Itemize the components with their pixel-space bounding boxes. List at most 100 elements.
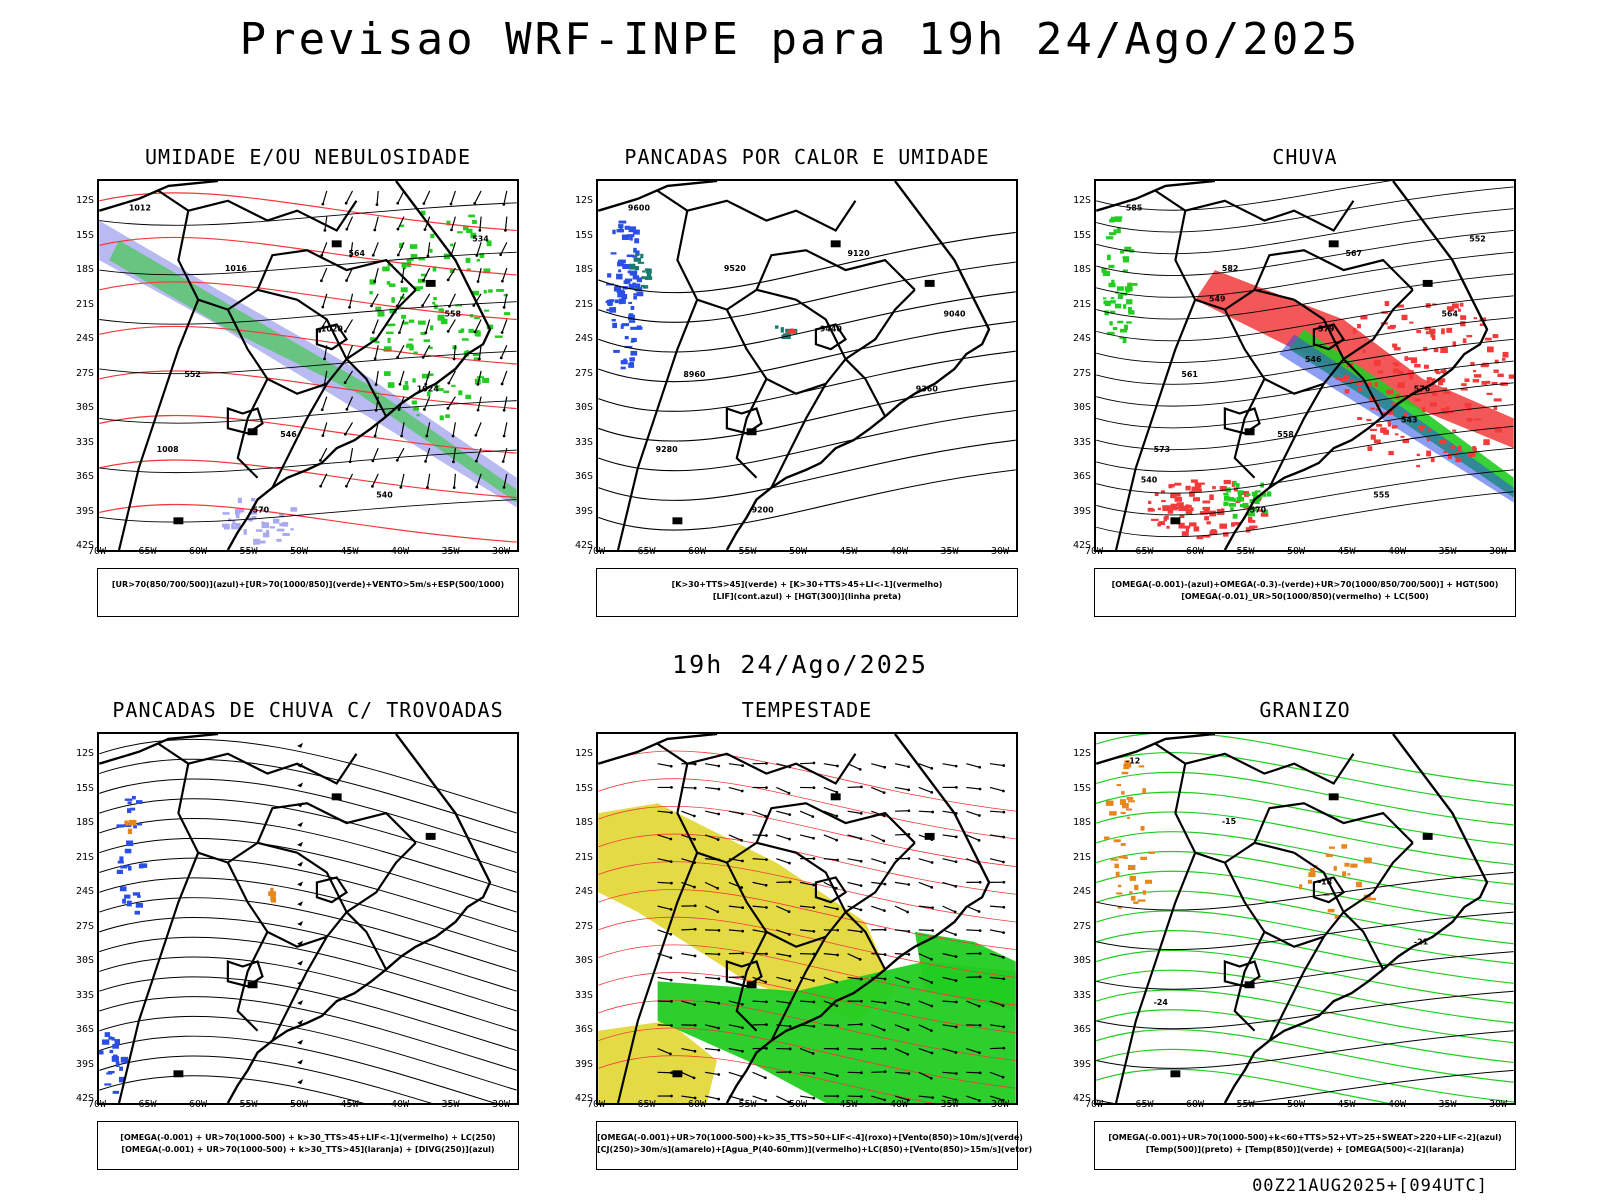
wind-vector-head xyxy=(788,1024,792,1028)
wind-vector xyxy=(322,422,328,436)
lake-mark xyxy=(924,279,935,287)
pancadas-calor-legend: [K>30+TTS>45](verde) + [K>30+TTS>45+LI<-… xyxy=(596,568,1018,617)
contour-line xyxy=(1096,208,1514,255)
wind-vector-head xyxy=(812,1000,816,1004)
wind-vector xyxy=(728,929,743,932)
border-line xyxy=(814,876,848,904)
lon-tick-label: 60W xyxy=(188,1099,208,1110)
lat-tick-label: 12S xyxy=(574,748,593,759)
contour-label: 543 xyxy=(1401,415,1418,424)
wind-vector-head xyxy=(693,927,697,931)
wind-vector xyxy=(681,1000,695,1006)
lat-tick-label: 33S xyxy=(75,989,94,1001)
rain-speckle xyxy=(1461,383,1467,387)
wind-vector-head xyxy=(502,305,506,309)
omega-mark xyxy=(1140,826,1145,831)
wind-vector xyxy=(500,242,508,255)
lat-tick-label: 15S xyxy=(574,782,593,794)
wind-vector-head xyxy=(345,484,348,488)
wind-vector-head xyxy=(669,908,673,911)
wind-vector xyxy=(966,786,981,790)
streamline xyxy=(99,1075,365,1103)
wind-vector xyxy=(657,929,671,935)
humidity-speckle xyxy=(243,529,247,535)
contour-line xyxy=(598,320,1016,383)
wind-vector-head xyxy=(930,790,934,794)
wind-vector-head xyxy=(343,432,347,436)
rain-speckle xyxy=(1108,232,1116,236)
streamline-arrow xyxy=(297,822,304,827)
omega-mark xyxy=(1118,855,1126,859)
lif-contour xyxy=(626,254,635,258)
contour-line xyxy=(1096,951,1514,990)
divergence-mark xyxy=(111,1056,119,1062)
rain-speckle xyxy=(1189,522,1197,527)
rain-speckle xyxy=(1119,336,1125,339)
rain-speckle xyxy=(1166,525,1170,529)
lake-mark xyxy=(331,240,342,248)
wind-vector-head xyxy=(473,330,477,334)
wind-vector-head xyxy=(477,357,481,361)
wind-vector xyxy=(728,810,743,815)
wind-vector-head xyxy=(373,434,377,438)
rain-speckle xyxy=(1112,326,1118,331)
divergence-mark xyxy=(133,825,137,829)
omega-mark xyxy=(1142,788,1146,794)
wind-vector-head xyxy=(670,1071,673,1075)
lake-mark xyxy=(247,428,258,436)
jet-core-yellow xyxy=(598,803,896,1021)
lon-tick-label: 55W xyxy=(239,1099,258,1110)
lat-tick-label: 30S xyxy=(75,955,94,966)
rain-speckle xyxy=(1219,485,1227,492)
rain-speckle xyxy=(1473,317,1478,320)
wind-vector xyxy=(776,858,790,864)
wind-vector xyxy=(374,345,379,359)
contour-line xyxy=(99,400,517,424)
legend-line: [OMEGA(-0.001) + UR>70(1000-500) + k>30_… xyxy=(121,1145,495,1154)
border-line xyxy=(1233,378,1266,479)
rain-speckle xyxy=(1397,370,1404,375)
humidity-speckle xyxy=(260,540,266,544)
lon-tick-label: 40W xyxy=(390,1099,410,1110)
wind-vector xyxy=(918,810,933,813)
humidity-speckle xyxy=(232,519,236,525)
humidity-speckle xyxy=(436,385,440,388)
contour-line xyxy=(1096,870,1514,925)
wind-vector xyxy=(871,881,886,885)
lat-tick-label: 36S xyxy=(574,471,593,482)
wind-vector xyxy=(657,881,672,884)
wind-vector-head xyxy=(693,904,697,908)
wind-vector xyxy=(681,1071,695,1079)
rain-speckle xyxy=(1167,507,1174,514)
wind-vector xyxy=(705,1000,719,1004)
lif-contour xyxy=(621,293,628,300)
contour-line xyxy=(1096,734,1514,787)
wind-vector xyxy=(800,1000,814,1003)
rain-speckle xyxy=(1126,321,1132,324)
border-line xyxy=(226,960,264,988)
omega-mark xyxy=(1148,851,1156,854)
wind-vector-head xyxy=(860,999,863,1003)
wind-vector xyxy=(370,293,379,307)
rain-speckle xyxy=(1239,504,1244,508)
rain-speckle xyxy=(1410,357,1418,364)
streamline-arrow xyxy=(297,1039,304,1045)
humidity-speckle xyxy=(251,516,257,520)
divergence-mark xyxy=(116,869,123,874)
contour-line xyxy=(99,370,517,410)
wind-vector xyxy=(800,1071,814,1074)
lif-contour xyxy=(636,325,642,330)
granizo-map-plot: -12-15-18-21-24 xyxy=(1096,734,1514,1103)
lon-tick-label: 40W xyxy=(1387,1099,1407,1110)
wind-vector xyxy=(372,319,379,333)
rain-speckle xyxy=(1408,370,1414,376)
contour-label: -18 xyxy=(1318,877,1333,886)
wind-vector xyxy=(989,1024,1004,1028)
humidity-speckle xyxy=(417,278,426,283)
contour-line xyxy=(99,350,517,375)
humidity-speckle xyxy=(290,528,294,531)
rain-speckle xyxy=(1494,359,1499,364)
wind-vector xyxy=(704,834,719,841)
omega-mark xyxy=(1114,863,1120,869)
contour-line xyxy=(99,236,517,276)
